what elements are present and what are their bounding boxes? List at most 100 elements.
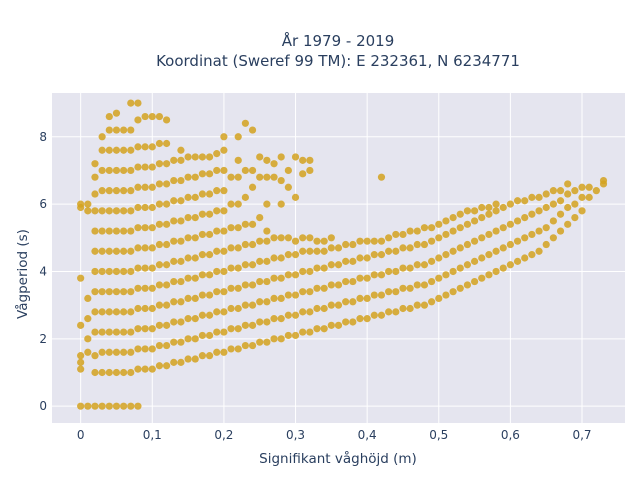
y-tick-label: 6 (39, 197, 47, 211)
data-point (105, 308, 113, 316)
data-point (370, 291, 378, 299)
data-point (98, 267, 106, 276)
data-point (270, 274, 278, 282)
data-point (256, 338, 264, 346)
data-point (399, 304, 407, 313)
y-axis-ticks: 0 2 4 6 8 (39, 130, 47, 413)
data-point (120, 368, 128, 377)
data-point (205, 190, 214, 198)
data-point (98, 247, 106, 255)
x-axis-title: Signifikant våghöjd (m) (259, 450, 417, 467)
data-point (349, 257, 357, 265)
data-point (191, 355, 199, 363)
data-point (506, 200, 514, 208)
data-point (234, 133, 242, 141)
data-point (277, 200, 285, 208)
y-tick-label: 2 (39, 332, 47, 346)
data-point (248, 281, 257, 289)
data-point (234, 200, 242, 208)
data-point (184, 335, 192, 343)
data-point (406, 304, 414, 313)
data-point (248, 321, 257, 329)
data-point (98, 166, 106, 175)
data-point (306, 156, 314, 164)
data-point (91, 402, 99, 410)
data-point (284, 166, 292, 175)
data-point (120, 402, 128, 410)
data-point (263, 277, 271, 286)
data-point (184, 193, 192, 201)
data-point (112, 187, 121, 195)
data-point (112, 146, 121, 154)
data-point (148, 345, 156, 353)
data-point (220, 187, 228, 195)
data-point (377, 237, 386, 245)
data-point (91, 328, 99, 336)
data-point (420, 261, 429, 269)
data-point (463, 261, 472, 269)
data-point (127, 402, 135, 410)
data-point (578, 183, 586, 191)
data-point (420, 301, 429, 309)
data-point (521, 234, 529, 242)
data-point (342, 257, 350, 265)
data-point (356, 274, 364, 282)
data-point (556, 210, 565, 218)
data-point (513, 197, 522, 205)
data-point (463, 220, 472, 228)
data-point (120, 288, 128, 296)
data-point (191, 335, 199, 343)
data-point (77, 402, 85, 410)
data-point (392, 267, 400, 276)
data-point (535, 193, 543, 201)
data-point (91, 227, 99, 235)
data-point (220, 308, 228, 316)
data-point (327, 244, 335, 252)
data-point (385, 308, 393, 316)
data-point (320, 304, 328, 313)
data-point (363, 254, 371, 262)
data-point (356, 237, 364, 245)
data-point (485, 210, 493, 218)
data-point (127, 207, 135, 215)
data-point (105, 112, 113, 121)
data-point (241, 119, 249, 127)
data-point (148, 244, 156, 252)
data-point (349, 277, 357, 286)
data-point (227, 200, 235, 208)
data-point (220, 267, 228, 276)
data-point (112, 368, 121, 377)
data-point (256, 173, 264, 181)
data-point (241, 166, 249, 175)
data-point (428, 224, 436, 232)
data-point (506, 261, 514, 269)
data-point (528, 251, 536, 259)
data-point (356, 254, 364, 262)
data-point (213, 267, 221, 276)
data-point (556, 187, 565, 195)
y-tick-label: 8 (39, 130, 47, 144)
data-point (191, 294, 199, 303)
data-point (177, 298, 185, 306)
data-point (585, 193, 593, 201)
data-point (284, 291, 292, 299)
y-tick-label: 0 (39, 399, 47, 413)
data-point (320, 325, 328, 333)
data-point (155, 362, 164, 370)
data-point (155, 240, 164, 249)
data-point (163, 281, 171, 289)
data-point (84, 200, 92, 208)
data-point (521, 254, 529, 262)
data-point (184, 355, 192, 363)
data-point (499, 203, 507, 212)
data-point (198, 331, 207, 340)
data-point (306, 267, 314, 276)
data-point (220, 227, 228, 235)
data-point (198, 170, 207, 178)
data-point (485, 203, 493, 212)
data-point (213, 288, 221, 296)
data-point (184, 254, 192, 262)
data-point (112, 126, 121, 134)
data-point (170, 257, 178, 265)
